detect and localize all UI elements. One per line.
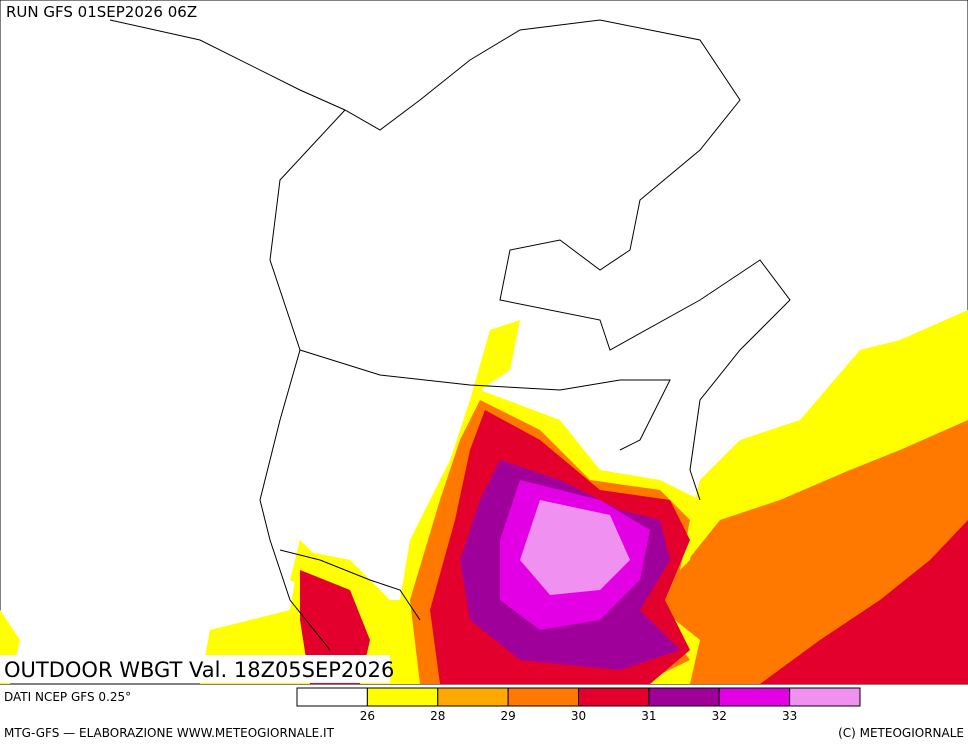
source: DATI NCEP GFS 0.25° bbox=[4, 690, 131, 704]
legend-swatch bbox=[648, 687, 720, 707]
legend-label: 26 bbox=[360, 709, 375, 723]
legend-swatch bbox=[507, 687, 579, 707]
title-box bbox=[0, 655, 390, 683]
copyright: (C) METEOGIORNALE bbox=[838, 726, 964, 740]
legend-label: 31 bbox=[641, 709, 656, 723]
legend-swatch bbox=[296, 687, 368, 707]
legend-label: 32 bbox=[712, 709, 727, 723]
legend-label: 29 bbox=[500, 709, 515, 723]
legend-swatch bbox=[718, 687, 791, 707]
field-pink bbox=[520, 500, 630, 595]
legend: 26 28 29 30 31 32 33 bbox=[296, 687, 861, 723]
border bbox=[299, 349, 671, 451]
legend-swatch bbox=[437, 687, 509, 707]
legend-swatch bbox=[366, 687, 439, 707]
run-label: RUN GFS 01SEP2026 06Z bbox=[6, 3, 197, 21]
legend-swatch bbox=[789, 687, 861, 707]
border bbox=[279, 549, 421, 621]
coastline bbox=[109, 19, 791, 651]
credit: MTG-GFS — ELABORAZIONE WWW.METEOGIORNALE… bbox=[4, 726, 335, 740]
legend-label: 28 bbox=[430, 709, 445, 723]
legend-label: 33 bbox=[782, 709, 797, 723]
legend-label: 30 bbox=[571, 709, 586, 723]
map-title: OUTDOOR WBGT Val. 18Z05SEP2026 bbox=[4, 658, 394, 682]
legend-swatch bbox=[578, 687, 650, 707]
field-red-east bbox=[760, 520, 968, 684]
map bbox=[0, 0, 968, 685]
